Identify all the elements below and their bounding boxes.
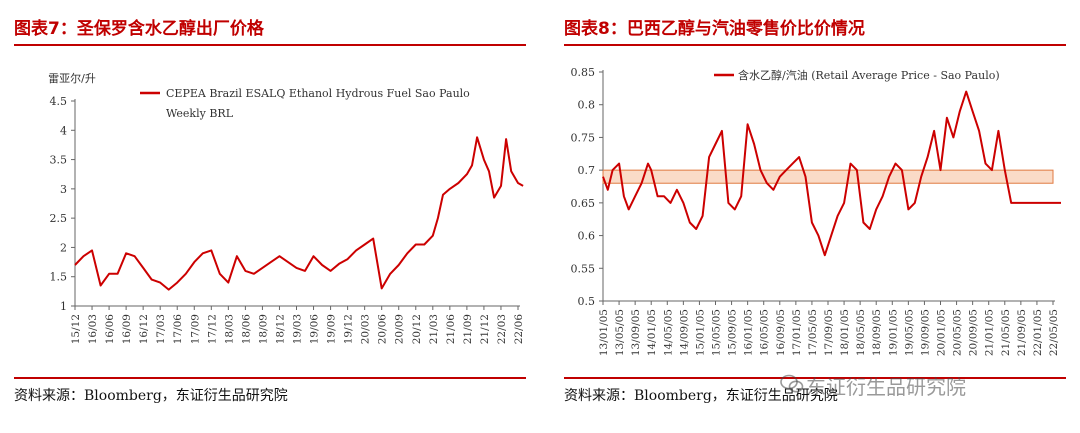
right-source-note: 资料来源：Bloomberg，东证衍生品研究院	[564, 388, 838, 404]
x-tick-label: 18/09	[257, 314, 269, 344]
right-source-rule	[564, 377, 1066, 379]
y-tick-label: 0.8	[578, 99, 596, 112]
x-tick-label: 18/05/05	[855, 309, 867, 356]
x-tick-label: 20/09	[394, 314, 406, 344]
x-tick-label: 17/05/05	[807, 309, 819, 356]
x-tick-label: 21/05/05	[1000, 309, 1012, 356]
x-tick-label: 19/06	[309, 314, 321, 345]
y-tick-label: 3	[60, 183, 67, 196]
y-tick-label: 0.55	[571, 262, 596, 275]
y-tick-label: 0.85	[571, 66, 596, 79]
y-tick-label: 4.5	[50, 95, 68, 108]
legend-label: 含水乙醇/汽油 (Retail Average Price - Sao Paul…	[738, 68, 1000, 82]
x-tick-label: 20/12	[411, 314, 423, 344]
x-tick-label: 19/09	[326, 314, 338, 344]
y-tick-label: 2	[60, 241, 67, 254]
x-tick-label: 22/03	[496, 314, 508, 344]
x-tick-label: 20/01/05	[936, 309, 948, 356]
x-tick-label: 16/01/05	[743, 309, 755, 356]
x-tick-label: 15/01/05	[694, 309, 706, 356]
x-tick-label: 18/06	[240, 314, 252, 345]
x-tick-label: 19/01/05	[887, 309, 899, 356]
x-tick-label: 20/03	[360, 314, 372, 344]
y-tick-label: 0.65	[571, 197, 596, 210]
x-tick-label: 17/03	[155, 314, 167, 344]
y-tick-label: 0.7	[578, 164, 596, 177]
series-line	[74, 136, 524, 291]
wechat-icon	[780, 374, 804, 393]
x-tick-label: 14/09/05	[678, 309, 690, 356]
x-tick-label: 14/01/05	[646, 309, 658, 356]
x-tick-label: 13/01/05	[598, 309, 610, 356]
x-tick-label: 17/12	[206, 314, 218, 344]
series-line	[602, 90, 1061, 257]
x-tick-label: 15/12	[70, 314, 82, 344]
x-tick-label: 17/09	[189, 314, 201, 344]
x-tick-label: 22/05/05	[1048, 309, 1060, 356]
left-chart-title: 图表7：圣保罗含水乙醇出厂价格	[14, 19, 264, 39]
x-tick-label: 19/09/05	[919, 309, 931, 356]
x-tick-label: 18/09/05	[871, 309, 883, 356]
left-source-note: 资料来源：Bloomberg，东证衍生品研究院	[14, 388, 288, 404]
x-tick-label: 16/09/05	[775, 309, 787, 356]
x-tick-label: 22/01/05	[1032, 309, 1044, 356]
x-tick-label: 16/09	[121, 314, 133, 344]
x-tick-label: 14/05/05	[662, 309, 674, 356]
x-tick-label: 20/06	[377, 314, 389, 345]
y-tick-label: 1.5	[50, 271, 68, 284]
x-tick-label: 21/01/05	[984, 309, 996, 356]
y-tick-label: 0.6	[578, 230, 596, 243]
x-tick-label: 16/06	[104, 314, 116, 345]
x-tick-label: 20/09/05	[968, 309, 980, 356]
x-tick-label: 19/03	[292, 314, 304, 344]
y-axis-label: 雷亚尔/升	[48, 72, 96, 85]
x-tick-label: 21/12	[479, 314, 491, 344]
legend-label: CEPEA Brazil ESALQ Ethanol Hydrous Fuel …	[166, 87, 470, 100]
y-tick-label: 2.5	[50, 212, 68, 225]
reference-band	[602, 169, 1054, 184]
watermark-text: 东证衍生品研究院	[806, 375, 966, 399]
x-tick-label: 13/09/05	[630, 309, 642, 356]
x-tick-label: 17/01/05	[791, 309, 803, 356]
x-tick-label: 16/05/05	[759, 309, 771, 356]
x-tick-label: 21/06	[445, 314, 457, 345]
x-tick-label: 19/05/05	[903, 309, 915, 356]
x-tick-label: 21/03	[428, 314, 440, 344]
left-source-rule	[14, 377, 526, 379]
y-tick-label: 4	[60, 124, 67, 137]
x-tick-label: 20/05/05	[952, 309, 964, 356]
x-tick-label: 22/06	[513, 314, 525, 345]
x-tick-label: 16/12	[138, 314, 150, 344]
x-tick-label: 18/12	[274, 314, 286, 344]
x-tick-label: 19/12	[343, 314, 355, 344]
x-tick-label: 15/05/05	[711, 309, 723, 356]
x-tick-label: 16/03	[87, 314, 99, 344]
y-tick-label: 3.5	[50, 154, 68, 167]
x-tick-label: 21/09	[462, 314, 474, 344]
x-tick-label: 17/06	[172, 314, 184, 345]
x-tick-label: 18/03	[223, 314, 235, 344]
y-tick-label: 0.75	[571, 131, 596, 144]
y-tick-label: 0.5	[578, 295, 596, 308]
y-tick-label: 1	[60, 300, 67, 313]
right-title-rule	[564, 44, 1066, 46]
right-chart-title: 图表8：巴西乙醇与汽油零售价比价情况	[564, 19, 865, 39]
x-tick-label: 17/09/05	[823, 309, 835, 356]
x-tick-label: 15/09/05	[727, 309, 739, 356]
legend-label-line2: Weekly BRL	[166, 107, 234, 120]
x-tick-label: 18/01/05	[839, 309, 851, 356]
left-title-rule	[14, 44, 526, 46]
x-tick-label: 21/09/05	[1016, 309, 1028, 356]
x-tick-label: 13/05/05	[614, 309, 626, 356]
